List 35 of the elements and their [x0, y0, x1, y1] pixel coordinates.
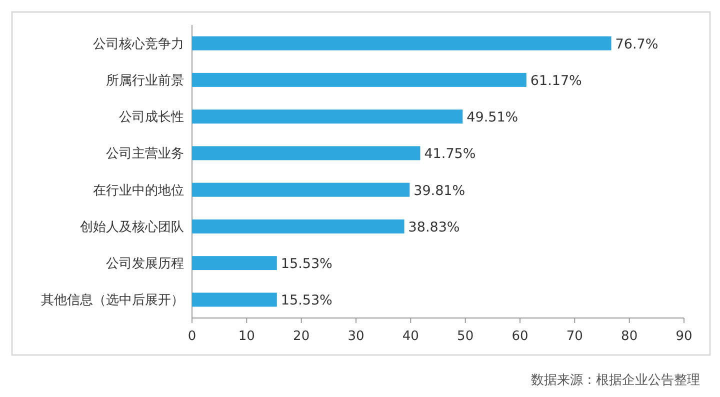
data-label: 15.53%: [280, 292, 333, 309]
data-label: 15.53%: [280, 256, 333, 272]
bar: [192, 292, 277, 307]
x-tick-label: 50: [457, 329, 474, 344]
x-tick-label: 60: [512, 329, 528, 344]
bar: [192, 256, 277, 270]
y-tick-label: 其他信息（选中后展开）: [41, 293, 184, 308]
y-tick-label: 公司主营业务: [106, 146, 184, 162]
y-tick-label: 创始人及核心团队: [80, 218, 184, 235]
x-tick-label: 20: [293, 329, 310, 344]
x-tick-label: 0: [188, 329, 196, 344]
x-tick-label: 10: [238, 329, 255, 344]
x-tick-label: 90: [676, 329, 692, 344]
bar: [192, 219, 404, 234]
bar: [192, 182, 410, 197]
x-tick-label: 70: [566, 329, 583, 344]
data-label: 61.17%: [530, 72, 582, 89]
data-label: 38.83%: [408, 219, 460, 236]
bar: [192, 110, 463, 124]
y-tick-label: 公司核心竞争力: [93, 36, 184, 52]
data-label: 41.75%: [424, 146, 476, 162]
source-note: 数据来源：根据企业公告整理: [531, 373, 700, 388]
x-tick-label: 80: [621, 329, 638, 344]
y-tick-label: 公司成长性: [119, 110, 184, 126]
x-tick-label: 30: [348, 329, 364, 344]
data-label: 39.81%: [414, 182, 466, 199]
bar: [192, 36, 612, 50]
x-tick-label: 40: [402, 329, 419, 344]
y-tick-label: 所属行业前景: [106, 73, 184, 88]
y-tick-label: 在行业中的地位: [93, 183, 184, 198]
y-tick-label: 公司发展历程: [106, 256, 184, 272]
bar: [192, 72, 526, 87]
bar: [192, 146, 420, 160]
data-label: 49.51%: [466, 110, 518, 126]
data-label: 76.7%: [615, 36, 658, 52]
